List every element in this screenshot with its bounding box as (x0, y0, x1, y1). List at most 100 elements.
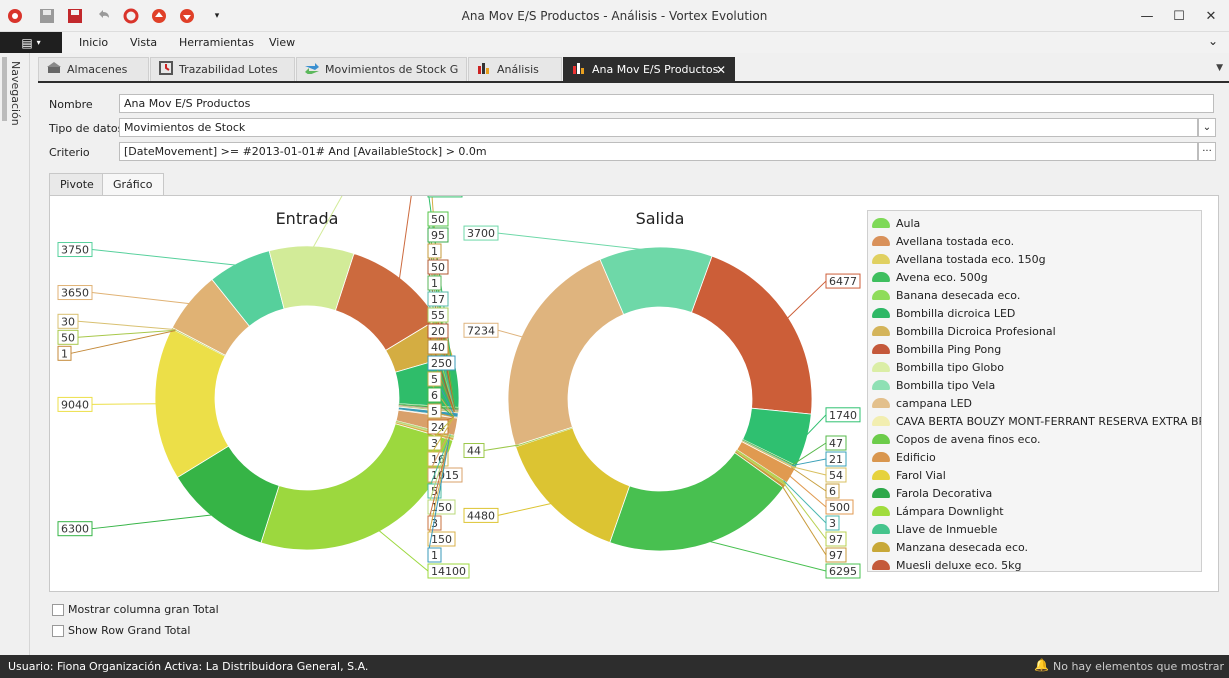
legend-swatch (872, 452, 890, 462)
legend-swatch (872, 218, 890, 228)
label-box (57, 242, 93, 258)
legend-label: Farola Decorativa (896, 486, 993, 500)
tab-movimientos-de-stock[interactable]: Movimientos de Stock G (296, 57, 467, 81)
donut-slice[interactable] (609, 452, 784, 552)
legend-swatch (872, 488, 890, 498)
up-icon[interactable] (150, 7, 168, 25)
donut-slice[interactable] (599, 246, 713, 315)
tab-analisis[interactable]: Análisis (468, 57, 562, 81)
label-leader-line (311, 196, 343, 251)
legend-item: Bombilla Ping Pong (872, 340, 1001, 358)
checkbox-label: Show Row Grand Total (68, 624, 191, 637)
undo-icon[interactable] (94, 7, 112, 25)
legend-swatch (872, 380, 890, 390)
donut-slice[interactable] (260, 423, 454, 551)
data-label: 1015 (431, 469, 459, 482)
data-label: 1 (61, 347, 68, 360)
label-leader-line (801, 414, 827, 440)
mostrar-columna-gran-total-checkbox[interactable]: Mostrar columna gran Total (52, 603, 219, 616)
label-box (427, 371, 442, 387)
label-leader-line (784, 280, 827, 321)
checkbox-box[interactable] (52, 603, 64, 616)
label-leader-line (780, 483, 827, 556)
donut-slice[interactable] (515, 427, 631, 543)
tab-ana-mov-es-productos[interactable]: Ana Mov E/S Productos ✕ (563, 57, 735, 81)
tab-list-dropdown-icon[interactable]: ▼ (1216, 63, 1223, 73)
label-leader-line (792, 442, 827, 466)
tipo-de-datos-select[interactable]: Movimientos de Stock (119, 118, 1198, 137)
legend-label: Bombilla dicroica LED (896, 306, 1016, 320)
app-menu-button[interactable]: ▤ ▾ (0, 32, 62, 53)
status-user: Usuario: Fiona (8, 660, 87, 673)
maximize-icon[interactable]: ☐ (1173, 8, 1185, 24)
menu-vista[interactable]: Vista (130, 36, 158, 49)
legend-swatch (872, 290, 890, 300)
legend-swatch (872, 308, 890, 318)
navigation-label: Navegación (9, 61, 22, 126)
data-label: 5 (431, 373, 438, 386)
data-label: 3700 (467, 227, 495, 240)
data-label: 50 (431, 213, 445, 226)
chevron-down-icon[interactable]: ⌄ (1198, 118, 1216, 137)
donut-slice[interactable] (690, 255, 813, 415)
legend-label: Edificio (896, 450, 936, 464)
label-box (427, 259, 449, 275)
ellipsis-icon[interactable]: ··· (1198, 142, 1216, 161)
data-label: 24 (431, 421, 445, 434)
label-box (463, 443, 485, 459)
tab-pivote[interactable]: Pivote (49, 173, 105, 195)
legend-swatch (872, 560, 890, 570)
legend-swatch (872, 542, 890, 552)
legend-label: CAVA BERTA BOUZY MONT-FERRANT RESERVA EX… (896, 414, 1202, 428)
legend-item: Lámpara Downlight (872, 502, 1004, 520)
label-leader-line (91, 514, 216, 530)
tab-almacenes[interactable]: Almacenes (38, 57, 149, 81)
show-row-grand-total-checkbox[interactable]: Show Row Grand Total (52, 624, 190, 637)
save-icon[interactable] (38, 7, 56, 25)
criterio-field[interactable]: [DateMovement] >= #2013-01-01# And [Avai… (119, 142, 1198, 161)
donut-slice[interactable] (507, 258, 625, 447)
menu-herramientas[interactable]: Herramientas (179, 36, 254, 49)
legend-swatch (872, 344, 890, 354)
data-label: 4480 (467, 509, 495, 522)
nombre-field[interactable]: Ana Mov E/S Productos (119, 94, 1214, 113)
save-close-icon[interactable] (66, 7, 84, 25)
nombre-label: Nombre (49, 98, 93, 111)
data-label: 6300 (61, 523, 89, 536)
data-label: 50 (431, 261, 445, 274)
close-icon[interactable]: ✕ (1205, 8, 1217, 24)
data-label: 6477 (829, 275, 857, 288)
menu-view[interactable]: View (269, 36, 296, 49)
legend-item: Banana desecada eco. (872, 286, 1020, 304)
data-label: 3750 (61, 244, 89, 257)
label-leader-line (91, 403, 160, 405)
navigation-rail[interactable]: Navegación (0, 53, 30, 655)
data-label: 1 (431, 245, 438, 258)
minimize-icon[interactable]: — (1140, 8, 1154, 24)
data-label: 9040 (61, 398, 89, 411)
legend-label: Bombilla Dicroica Profesional (896, 324, 1056, 338)
data-label: 6 (829, 485, 836, 498)
donut-slice[interactable] (268, 245, 355, 312)
close-tab-icon[interactable]: ✕ (715, 63, 726, 77)
data-label: 250 (431, 357, 452, 370)
app-logo-icon[interactable] (6, 7, 24, 25)
ribbon-collapse-icon[interactable]: ⌄ (1208, 34, 1219, 48)
customize-icon[interactable]: ▾ (214, 11, 220, 21)
down-icon[interactable] (178, 7, 196, 25)
data-label: 14100 (431, 565, 466, 578)
data-label: 50 (61, 331, 75, 344)
bell-icon[interactable]: 🔔 (1034, 658, 1049, 672)
tab-grafico[interactable]: Gráfico (102, 173, 164, 195)
label-box (825, 435, 847, 451)
tab-trazabilidad-lotes[interactable]: Trazabilidad Lotes (150, 57, 295, 81)
label-box (427, 275, 442, 291)
chevron-down-icon: ▾ (36, 38, 41, 47)
refresh-icon[interactable] (122, 7, 140, 25)
checkbox-box[interactable] (52, 624, 64, 637)
menu-inicio[interactable]: Inicio (79, 36, 109, 49)
legend-label: Aula (896, 216, 921, 230)
menu-bar: ▤ ▾ Inicio Vista Herramientas View ⌄ (0, 32, 1229, 53)
legend-label: Bombilla tipo Vela (896, 378, 996, 392)
